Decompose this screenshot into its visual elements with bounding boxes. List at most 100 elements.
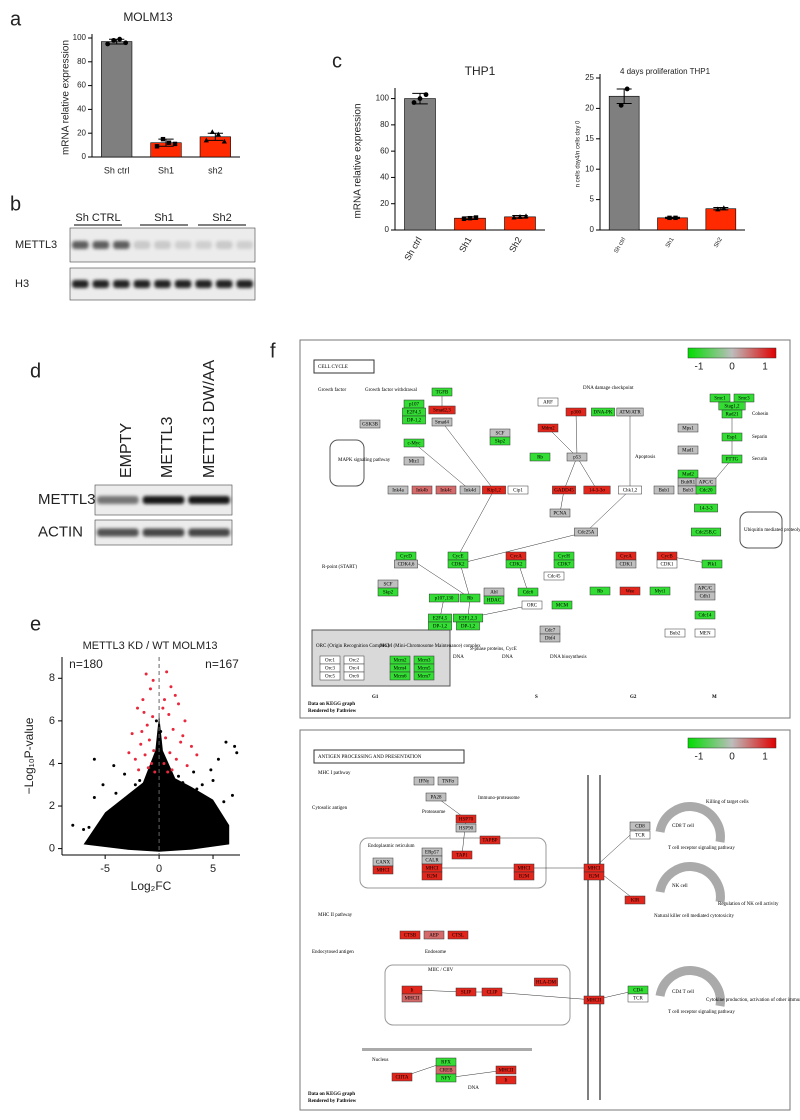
pathway-note: Ubiquitin mediated proteolysis xyxy=(744,528,800,533)
data-point xyxy=(179,740,183,744)
pathway-frame xyxy=(299,729,791,1111)
data-point xyxy=(721,205,727,211)
gene-label: ATM/ATR xyxy=(619,411,641,416)
gene-label: DP-1,2 xyxy=(461,625,476,630)
gene-node xyxy=(549,508,571,518)
gene-label: Dbf4 xyxy=(545,637,556,642)
data-point xyxy=(181,781,185,785)
y-axis-label: n cells day4/n cells day 0 xyxy=(576,120,582,187)
pathway-note: Cytokine production, activation of other… xyxy=(706,998,800,1003)
data-point xyxy=(203,137,209,143)
gene-label: Cdc20 xyxy=(699,489,713,494)
pathway-title-box xyxy=(313,359,375,374)
gene-label: E2F1,2,3 xyxy=(459,617,478,622)
gene-label: Orc5 xyxy=(325,675,335,680)
gene-node xyxy=(428,621,452,631)
gene-label: Orc2 xyxy=(349,659,359,664)
panel-label: d xyxy=(30,360,41,382)
x-tick-label: Sh ctrl xyxy=(104,165,130,175)
bar xyxy=(608,95,640,231)
data-point xyxy=(152,840,156,844)
data-point xyxy=(189,744,193,748)
gene-label: Rb xyxy=(467,597,473,602)
data-point xyxy=(200,783,204,787)
pathway-note: R-point (START) xyxy=(322,565,357,570)
data-point xyxy=(523,213,529,219)
gene-label: Cdc25A xyxy=(578,531,595,536)
data-point xyxy=(166,770,170,774)
blot-band xyxy=(188,496,230,504)
gene-label: Cdc6 xyxy=(523,591,534,596)
gene-label: DP-1,2 xyxy=(433,625,448,630)
gene-label: MHCII xyxy=(587,999,602,1004)
data-point xyxy=(142,710,146,714)
gene-label: Cdc7 xyxy=(545,629,556,634)
lane-label: METTL3 xyxy=(159,417,176,478)
pathway-edge xyxy=(457,489,495,557)
gene-label: Bub2 xyxy=(670,632,681,637)
pathway-edge xyxy=(457,531,587,565)
gene-node xyxy=(553,559,575,569)
gene-label: PA28 xyxy=(431,796,442,801)
pathway-note: DNA xyxy=(468,1086,479,1091)
gene-label: B2M xyxy=(427,875,438,880)
y-tick-label: 20 xyxy=(380,199,389,208)
data-point xyxy=(138,778,142,782)
gene-node xyxy=(319,671,341,681)
gene-node xyxy=(459,593,481,603)
gene-label: Cip1 xyxy=(513,489,523,494)
gene-node xyxy=(401,993,423,1003)
gene-label: IFNγ xyxy=(419,780,430,785)
gene-label: DP-1,2 xyxy=(407,419,422,424)
blot-band xyxy=(174,241,192,249)
data-point xyxy=(152,749,156,753)
gene-node xyxy=(479,835,501,845)
x-tick-label: Sh1 xyxy=(665,236,676,249)
gene-label: CycE xyxy=(452,555,463,560)
gene-label: MHCI xyxy=(587,867,600,872)
pathway-note: Growth factor withdrawal xyxy=(365,388,418,393)
gene-node xyxy=(591,407,615,417)
gene-node xyxy=(447,930,469,940)
data-point xyxy=(117,36,123,42)
gene-label: HDAC xyxy=(487,599,502,604)
panel-label: f xyxy=(270,340,276,362)
pathway-note: Apoptosis xyxy=(635,455,655,460)
data-point xyxy=(136,706,140,710)
lane-label: Sh CTRL xyxy=(75,212,120,224)
gene-node xyxy=(537,397,559,407)
gene-node xyxy=(653,485,675,495)
gene-node xyxy=(615,559,637,569)
gene-label: Mps1 xyxy=(682,427,694,432)
gene-label: Miz1 xyxy=(409,460,420,465)
gene-node xyxy=(435,485,457,495)
data-point xyxy=(103,815,107,819)
x-tick-label: Sh ctrl xyxy=(614,237,628,255)
gene-node xyxy=(359,419,381,429)
blot-band xyxy=(97,528,139,537)
data-point xyxy=(158,772,162,776)
pathway-note: Natural killer cell mediated cytotoxicit… xyxy=(654,914,734,919)
gene-label: p53 xyxy=(573,456,581,461)
gene-node xyxy=(589,586,611,596)
data-point xyxy=(167,712,171,716)
data-point xyxy=(417,96,423,101)
data-point xyxy=(624,86,630,92)
phase-label: M xyxy=(712,695,717,700)
gene-label: p300 xyxy=(571,411,582,416)
blot-band xyxy=(195,280,212,288)
blot-band xyxy=(188,528,230,537)
y-tick-label: 20 xyxy=(585,104,594,113)
gene-node xyxy=(534,977,558,987)
pathway-footer: Rendered by Pathview xyxy=(308,1099,357,1104)
gene-label: CD8 xyxy=(635,825,645,830)
gene-node xyxy=(566,452,588,462)
data-point xyxy=(166,778,170,782)
gene-label: Mcm6 xyxy=(393,675,407,680)
data-point xyxy=(112,764,116,768)
data-point xyxy=(92,796,96,800)
gene-node xyxy=(423,930,445,940)
data-point xyxy=(141,698,145,702)
pathway-edge xyxy=(576,456,598,491)
y-tick-label: 10 xyxy=(585,164,594,173)
